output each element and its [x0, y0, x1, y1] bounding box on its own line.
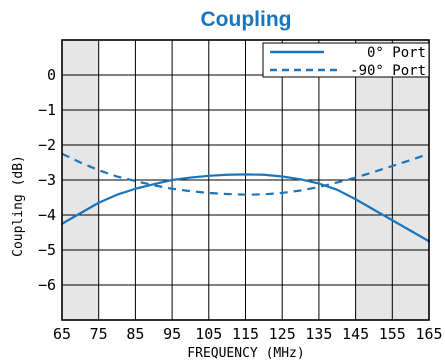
series-lines [60, 152, 431, 243]
x-tick-label-3: 95 [163, 325, 181, 343]
y-tick-label-5: −5 [38, 241, 56, 259]
y-tick-label-0: 0 [47, 66, 56, 84]
y-tick-label-1: −1 [38, 101, 56, 119]
legend-box [262, 42, 430, 78]
legend-label-90-port: -90° Port [350, 63, 426, 79]
x-tick-label-1: 75 [90, 325, 108, 343]
chart-title: Coupling [201, 8, 292, 31]
y-tick-label-4: −4 [38, 206, 56, 224]
legend-label-0-port: 0° Port [367, 45, 426, 61]
y-tick-label-3: −3 [38, 171, 56, 189]
x-tick-label-6: 125 [269, 325, 296, 343]
y-axis-label: Coupling (dB) [11, 155, 26, 257]
plot-frame [61, 39, 430, 321]
x-tick-label-4: 105 [195, 325, 222, 343]
y-tick-label-6: −6 [38, 276, 56, 294]
x-tick-label-8: 145 [342, 325, 369, 343]
y-tick-label-2: −2 [38, 136, 56, 154]
x-tick-label-9: 155 [379, 325, 406, 343]
x-axis-label: FREQUENCY (MHz) [187, 346, 304, 360]
x-tick-label-10: 165 [415, 325, 442, 343]
legend: 0° Port -90° Port [262, 42, 430, 79]
x-tick-label-5: 115 [232, 325, 259, 343]
series-line-1 [61, 152, 430, 196]
x-tick-label-0: 65 [53, 325, 71, 343]
x-tick-label-7: 135 [305, 325, 332, 343]
series-line-0 [60, 173, 431, 243]
x-tick-labels: 65 75 85 95 105 115 125 135 145 155 165 [53, 325, 443, 343]
y-tick-labels: 0 −1 −2 −3 −4 −5 −6 [38, 66, 56, 294]
x-tick-label-2: 85 [126, 325, 144, 343]
